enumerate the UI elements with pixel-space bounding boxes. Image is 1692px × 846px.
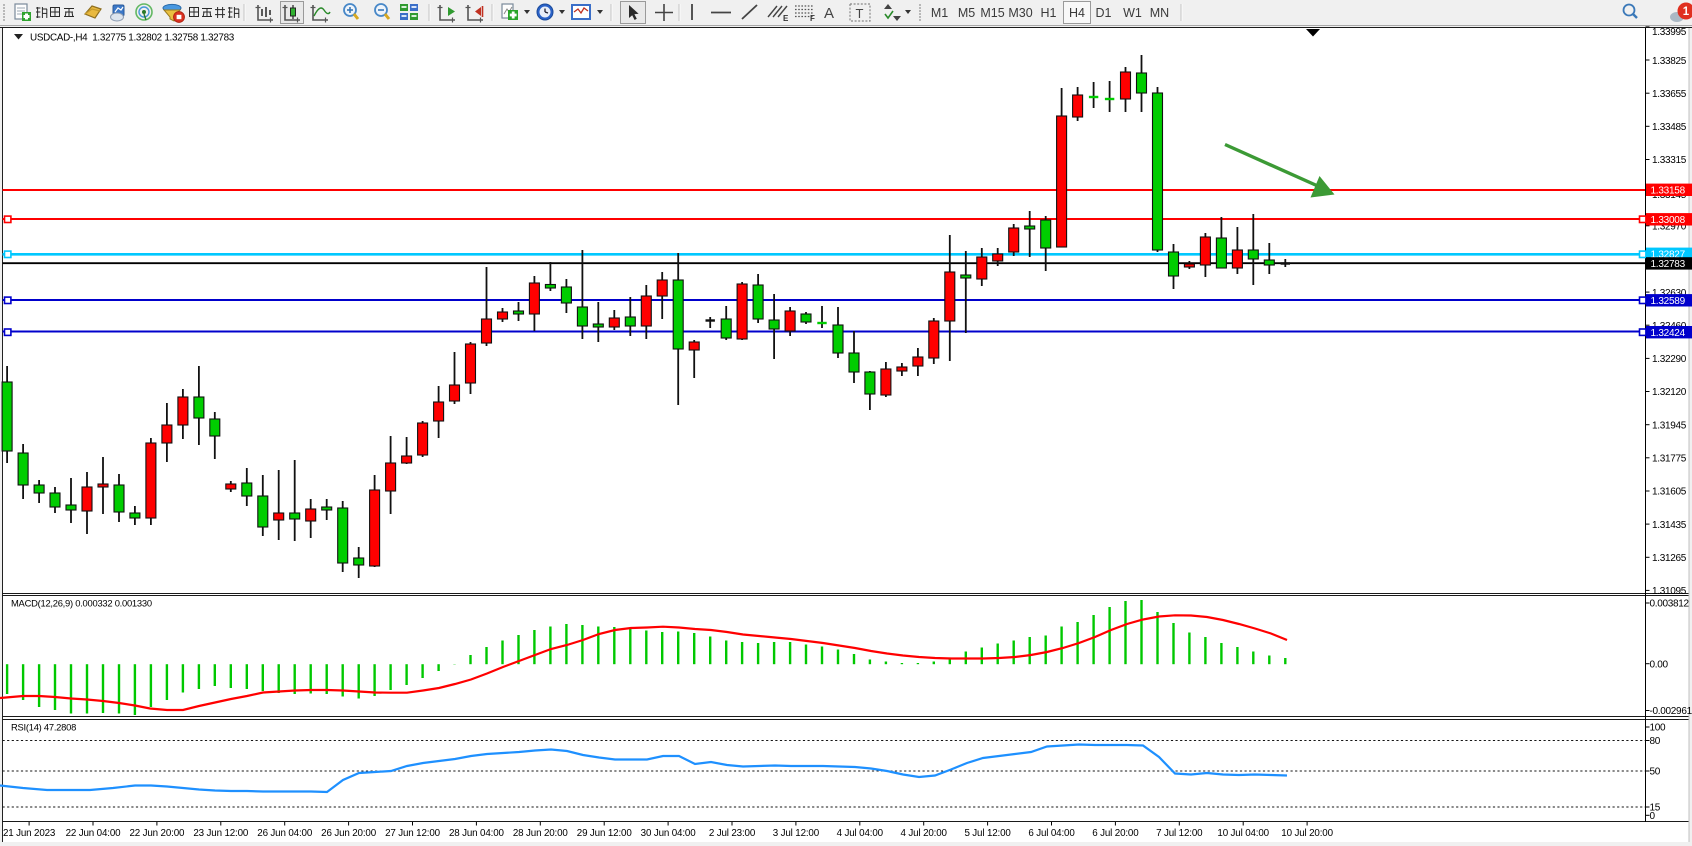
svg-text:6 Jul 20:00: 6 Jul 20:00 bbox=[1092, 828, 1139, 839]
svg-text:-0.002961: -0.002961 bbox=[1650, 706, 1692, 717]
svg-text:1.32970: 1.32970 bbox=[1652, 222, 1687, 233]
svg-text:26 Jun 04:00: 26 Jun 04:00 bbox=[257, 828, 313, 839]
svg-text:1.31775: 1.31775 bbox=[1652, 454, 1687, 465]
svg-text:21 Jun 2023: 21 Jun 2023 bbox=[3, 828, 56, 839]
svg-text:1.32120: 1.32120 bbox=[1652, 387, 1687, 398]
svg-text:1.33158: 1.33158 bbox=[1651, 185, 1686, 196]
svg-text:10 Jul 20:00: 10 Jul 20:00 bbox=[1281, 828, 1333, 839]
svg-text:RSI(14) 47.2808: RSI(14) 47.2808 bbox=[11, 722, 76, 733]
svg-text:M15: M15 bbox=[980, 6, 1004, 20]
svg-text:22 Jun 20:00: 22 Jun 20:00 bbox=[129, 828, 185, 839]
svg-text:0: 0 bbox=[1650, 811, 1656, 822]
svg-text:2 Jul 23:00: 2 Jul 23:00 bbox=[709, 828, 756, 839]
svg-text:0.003812: 0.003812 bbox=[1650, 599, 1690, 610]
svg-text:1.32783: 1.32783 bbox=[1651, 259, 1686, 270]
svg-text:1.31605: 1.31605 bbox=[1652, 487, 1687, 498]
svg-text:1.32827: 1.32827 bbox=[1651, 249, 1686, 260]
svg-text:1.33825: 1.33825 bbox=[1652, 56, 1687, 67]
svg-text:1.31435: 1.31435 bbox=[1652, 520, 1687, 531]
svg-text:4 Jul 20:00: 4 Jul 20:00 bbox=[901, 828, 948, 839]
svg-text:1.32290: 1.32290 bbox=[1652, 354, 1687, 365]
svg-text:1.31265: 1.31265 bbox=[1652, 553, 1687, 564]
svg-text:1.33995: 1.33995 bbox=[1652, 27, 1687, 38]
svg-text:A: A bbox=[824, 5, 834, 22]
svg-text:MN: MN bbox=[1150, 6, 1169, 20]
svg-text:26 Jun 20:00: 26 Jun 20:00 bbox=[321, 828, 377, 839]
svg-text:50: 50 bbox=[1650, 767, 1661, 778]
svg-text:1.33008: 1.33008 bbox=[1651, 215, 1686, 226]
svg-text:1.33315: 1.33315 bbox=[1652, 155, 1687, 166]
svg-text:M30: M30 bbox=[1008, 6, 1032, 20]
svg-text:28 Jun 20:00: 28 Jun 20:00 bbox=[513, 828, 569, 839]
svg-text:1.33655: 1.33655 bbox=[1652, 89, 1687, 100]
svg-text:1.32424: 1.32424 bbox=[1651, 328, 1686, 339]
svg-text:10 Jul 04:00: 10 Jul 04:00 bbox=[1217, 828, 1269, 839]
svg-text:1.31095: 1.31095 bbox=[1652, 586, 1687, 597]
svg-text:22 Jun 04:00: 22 Jun 04:00 bbox=[66, 828, 122, 839]
svg-text:MACD(12,26,9) 0.000332 0.00133: MACD(12,26,9) 0.000332 0.001330 bbox=[11, 598, 152, 609]
svg-text:E: E bbox=[783, 14, 789, 23]
svg-text:1.32589: 1.32589 bbox=[1651, 296, 1686, 307]
svg-text:M1: M1 bbox=[931, 6, 948, 20]
svg-text:29 Jun 12:00: 29 Jun 12:00 bbox=[577, 828, 633, 839]
svg-text:1.33485: 1.33485 bbox=[1652, 122, 1687, 133]
svg-text:15: 15 bbox=[1650, 803, 1661, 814]
svg-text:23 Jun 12:00: 23 Jun 12:00 bbox=[193, 828, 249, 839]
svg-text:1.32630: 1.32630 bbox=[1652, 288, 1687, 299]
svg-text:4 Jul 04:00: 4 Jul 04:00 bbox=[837, 828, 884, 839]
svg-text:7 Jul 12:00: 7 Jul 12:00 bbox=[1156, 828, 1203, 839]
svg-text:6 Jul 04:00: 6 Jul 04:00 bbox=[1028, 828, 1075, 839]
svg-text:H1: H1 bbox=[1041, 6, 1057, 20]
svg-text:M5: M5 bbox=[958, 6, 975, 20]
svg-text:27 Jun 12:00: 27 Jun 12:00 bbox=[385, 828, 441, 839]
svg-text:100: 100 bbox=[1650, 723, 1667, 734]
svg-text:D1: D1 bbox=[1096, 6, 1112, 20]
svg-text:1: 1 bbox=[1683, 6, 1690, 18]
svg-text:3 Jul 12:00: 3 Jul 12:00 bbox=[773, 828, 820, 839]
svg-text:5 Jul 12:00: 5 Jul 12:00 bbox=[964, 828, 1011, 839]
svg-text:1.31945: 1.31945 bbox=[1652, 420, 1687, 431]
svg-text:W1: W1 bbox=[1123, 6, 1142, 20]
svg-text:28 Jun 04:00: 28 Jun 04:00 bbox=[449, 828, 505, 839]
svg-text:H4: H4 bbox=[1069, 6, 1085, 20]
svg-text:F: F bbox=[810, 14, 815, 23]
svg-text:80: 80 bbox=[1650, 736, 1661, 747]
svg-text:USDCAD-,H4 1.32775 1.32802 1.: USDCAD-,H4 1.32775 1.32802 1.32758 1.327… bbox=[30, 33, 235, 44]
svg-text:30 Jun 04:00: 30 Jun 04:00 bbox=[641, 828, 697, 839]
svg-text:T: T bbox=[856, 6, 864, 21]
svg-text:0.00: 0.00 bbox=[1650, 659, 1669, 670]
